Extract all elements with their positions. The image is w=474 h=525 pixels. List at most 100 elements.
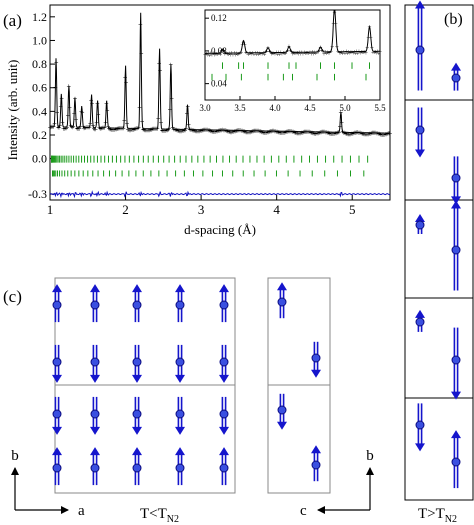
observed-point: + [262, 128, 267, 137]
panel-c-caption: T<TN2 [140, 506, 179, 525]
observed-point: + [208, 126, 213, 135]
observed-point: + [95, 99, 100, 108]
observed-point: + [124, 78, 129, 87]
spin-moment [52, 284, 62, 323]
inset-observed-point: + [253, 49, 257, 57]
inset-observed-point: + [270, 50, 274, 58]
inset-observed-point: + [373, 48, 377, 56]
panel-b: (b) T>TN2 [404, 0, 474, 525]
inset-y-tick-label: 0.04 [211, 79, 227, 89]
observed-point: + [261, 128, 266, 137]
spin-atom [451, 173, 461, 183]
observed-point: + [60, 119, 65, 128]
observed-point: + [58, 122, 63, 131]
observed-point: + [210, 127, 215, 136]
spin-arrowhead [219, 447, 229, 456]
observed-point: + [65, 123, 70, 132]
observed-point: + [236, 126, 241, 135]
spin-moment [219, 344, 229, 383]
spin-arrowhead [415, 214, 425, 222]
inset-observed-point: + [349, 48, 353, 56]
inset-observed-point: + [231, 51, 235, 59]
observed-point: + [89, 96, 94, 105]
inset-y-tick-label: 0.08 [211, 46, 227, 56]
observed-point: + [55, 108, 60, 117]
observed-point: + [209, 127, 214, 136]
inset-observed-point: + [271, 50, 275, 58]
observed-point: + [353, 128, 358, 137]
observed-point: + [248, 128, 253, 137]
observed-point: + [118, 124, 123, 133]
observed-point: + [153, 124, 158, 133]
observed-point: + [109, 125, 114, 134]
observed-point: + [300, 128, 305, 137]
observed-point: + [362, 130, 367, 139]
observed-point: + [133, 125, 138, 134]
inset-observed-point: + [335, 42, 339, 50]
observed-point: + [352, 129, 357, 138]
observed-point: + [354, 128, 359, 137]
y-tick-label: 0.8 [32, 57, 47, 71]
spin-arrowhead [90, 284, 100, 293]
x-axis-label: d-spacing (Å) [184, 222, 256, 237]
inset-observed-point: + [274, 49, 278, 57]
observed-point: + [162, 126, 167, 135]
observed-point: + [194, 127, 199, 136]
spin-moment [451, 327, 461, 400]
observed-point: + [270, 127, 275, 136]
inset-observed-point: + [204, 50, 208, 58]
observed-point: + [108, 125, 113, 134]
inset-observed-point: + [240, 41, 244, 49]
observed-point: + [213, 127, 218, 136]
observed-point: + [119, 124, 124, 133]
observed-point: + [246, 128, 251, 137]
observed-point: + [71, 122, 76, 131]
observed-point: + [57, 124, 62, 133]
observed-point: + [361, 130, 366, 139]
observed-point: + [149, 125, 154, 134]
inset-observed-point: + [233, 51, 237, 59]
observed-point: + [117, 124, 122, 133]
observed-point: + [307, 128, 312, 137]
observed-point: + [316, 129, 321, 138]
inset-observed-point: + [319, 43, 323, 51]
observed-point: + [228, 128, 233, 137]
observed-point: + [339, 119, 344, 128]
observed-point: + [315, 129, 320, 138]
inset-observed-point: + [257, 50, 261, 58]
observed-point: + [102, 123, 107, 132]
observed-point: + [277, 128, 282, 137]
observed-point: + [101, 124, 106, 133]
observed-point: + [219, 126, 224, 135]
observed-point: + [110, 125, 115, 134]
observed-point: + [68, 121, 73, 130]
x-tick-label: 2 [122, 202, 129, 217]
spin-moment [415, 309, 425, 332]
observed-point: + [82, 124, 87, 133]
observed-point: + [79, 107, 84, 116]
spin-cells [405, 0, 473, 489]
observed-point: + [258, 127, 263, 136]
reflection-markers [51, 155, 369, 177]
observed-point: + [387, 129, 392, 138]
axes-indicator-right: b c [300, 448, 374, 519]
panel-a-label: (a) [3, 11, 22, 30]
spin-arrowhead [175, 447, 185, 456]
inset-observed-point: + [214, 50, 218, 58]
spin-moment [132, 284, 142, 323]
observed-point: + [49, 123, 54, 132]
inset-observed-point: + [212, 51, 216, 59]
spin-arrowhead [132, 426, 142, 435]
inset-observed-point: + [306, 49, 310, 57]
observed-point: + [247, 128, 252, 137]
observed-point: + [249, 128, 254, 137]
inset-observed-point: + [334, 20, 338, 28]
inset-observed-point: + [211, 50, 215, 58]
observed-point: + [94, 118, 99, 127]
inset-observed-point: + [310, 48, 314, 56]
observed-point: + [326, 129, 331, 138]
observed-point: + [211, 127, 216, 136]
observed-point: + [132, 125, 137, 134]
observed-point: + [107, 124, 112, 133]
spin-moment [451, 200, 461, 291]
